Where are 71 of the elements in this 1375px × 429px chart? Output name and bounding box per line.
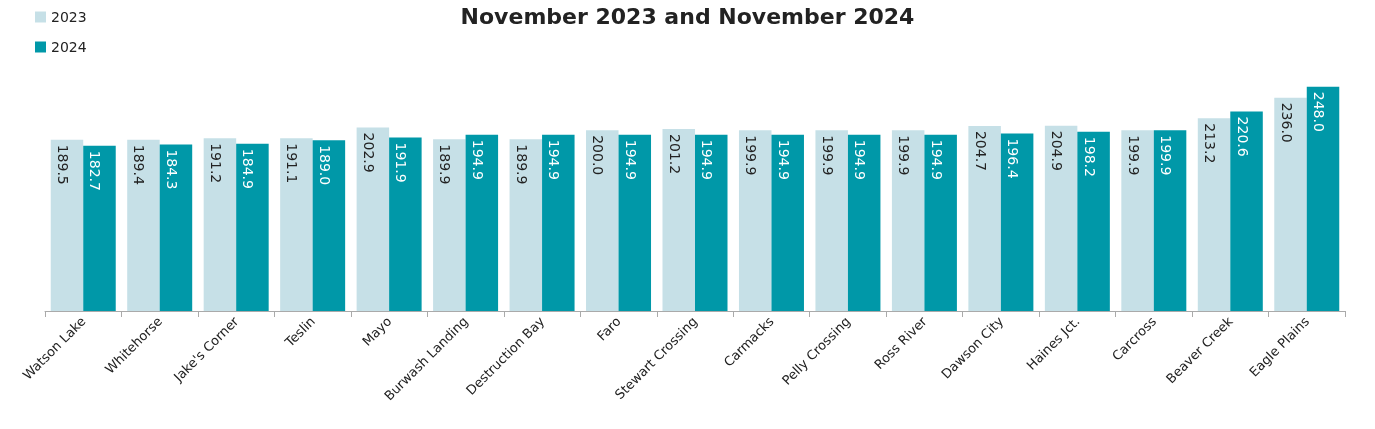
data-label: 189.0 — [316, 145, 333, 186]
bar — [891, 130, 925, 311]
data-label: 200.0 — [590, 135, 607, 176]
bar — [586, 130, 619, 311]
data-label: 194.9 — [469, 139, 486, 180]
data-label: 182.7 — [87, 150, 104, 191]
bar — [509, 139, 543, 311]
bar — [50, 139, 84, 311]
bar — [236, 143, 269, 311]
data-label: 199.9 — [1125, 135, 1142, 176]
data-label: 202.9 — [360, 132, 377, 173]
legend-label: 2024 — [51, 39, 87, 55]
bar — [389, 137, 422, 311]
data-label: 191.9 — [393, 142, 410, 183]
bar — [465, 134, 499, 311]
data-label: 194.9 — [928, 139, 945, 180]
bar — [924, 134, 957, 311]
bar — [280, 138, 313, 311]
bar — [203, 138, 237, 311]
data-label: 201.2 — [666, 134, 683, 175]
bar — [1121, 130, 1154, 311]
bar — [618, 134, 652, 311]
bar — [1230, 111, 1263, 311]
data-label: 189.9 — [437, 144, 454, 185]
data-label: 189.5 — [54, 144, 71, 185]
data-label: 194.9 — [775, 139, 792, 180]
data-label: 198.2 — [1081, 136, 1098, 177]
data-label: 191.1 — [284, 143, 301, 184]
bar — [815, 130, 848, 311]
legend-label: 2023 — [51, 9, 87, 25]
bar — [968, 125, 1001, 311]
bar — [356, 127, 390, 311]
bar — [1306, 86, 1340, 311]
bar — [312, 140, 346, 311]
data-label: 220.6 — [1234, 116, 1251, 157]
bar — [433, 139, 466, 311]
bar — [1274, 97, 1307, 311]
bar — [738, 130, 772, 311]
bar — [1077, 131, 1110, 311]
chart-title: November 2023 and November 2024 — [460, 3, 915, 29]
bar — [127, 139, 160, 311]
data-label: 194.9 — [546, 139, 563, 180]
bar — [847, 134, 881, 311]
bar — [1044, 125, 1078, 311]
data-label: 194.9 — [622, 139, 639, 180]
bar — [1000, 133, 1034, 311]
bar — [695, 134, 728, 311]
data-label: 199.9 — [819, 135, 836, 176]
data-label: 213.2 — [1202, 123, 1219, 164]
data-label: 189.4 — [131, 144, 148, 185]
data-label: 204.9 — [1049, 130, 1066, 171]
data-label: 199.9 — [896, 135, 913, 176]
data-label: 199.9 — [743, 135, 760, 176]
data-label: 189.9 — [513, 144, 530, 185]
bar — [771, 134, 804, 311]
bar — [1197, 118, 1231, 311]
bar — [159, 144, 193, 311]
data-label: 194.9 — [852, 139, 869, 180]
data-label: 194.9 — [699, 139, 716, 180]
bar — [542, 134, 575, 311]
data-label: 248.0 — [1311, 91, 1328, 132]
data-label: 204.7 — [972, 130, 989, 172]
data-label: 184.3 — [163, 149, 180, 190]
data-label: 236.0 — [1278, 102, 1295, 143]
bar — [662, 129, 695, 311]
data-label: 196.4 — [1005, 138, 1022, 179]
data-label: 199.9 — [1158, 135, 1175, 176]
bar — [1153, 130, 1187, 311]
data-label: 191.2 — [207, 143, 224, 184]
bar — [83, 145, 116, 311]
data-label: 184.9 — [240, 148, 257, 189]
